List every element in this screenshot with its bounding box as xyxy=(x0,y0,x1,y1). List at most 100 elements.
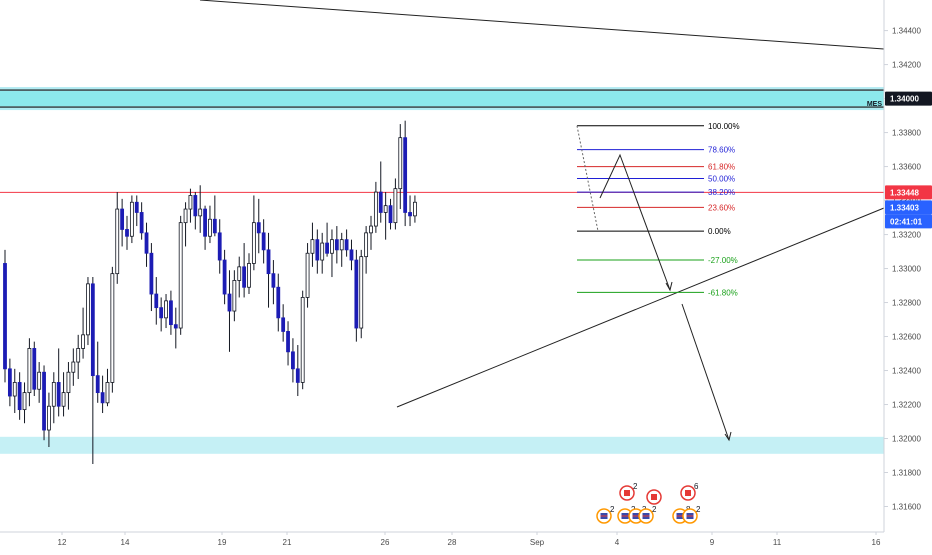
resistance-price-badge xyxy=(885,91,932,106)
candle-body xyxy=(413,201,417,217)
time-tick-label: Sep xyxy=(530,538,545,547)
candle-body xyxy=(115,208,120,275)
price-tick-label: 1.34200 xyxy=(892,61,921,70)
us-event-icon: 2 xyxy=(682,505,701,524)
candle-body xyxy=(276,286,281,319)
candle-body xyxy=(183,208,188,224)
candle-body xyxy=(378,191,383,213)
time-tick-label: 21 xyxy=(283,538,292,547)
candle-body xyxy=(173,324,178,329)
candle-body xyxy=(256,222,261,234)
current-price-badge xyxy=(885,185,932,200)
candle-body xyxy=(193,195,198,217)
candle-body xyxy=(47,405,51,431)
fib-trend-line xyxy=(576,125,599,232)
event-count: 2 xyxy=(652,505,657,514)
candle-body xyxy=(37,371,42,390)
us-event-icon: 2 xyxy=(596,505,615,524)
candle-body xyxy=(393,188,398,224)
candle-body xyxy=(232,280,237,312)
candle-body xyxy=(12,382,17,397)
fib-level-label: -27.00% xyxy=(708,256,738,265)
price-tick-label: 1.33200 xyxy=(892,231,921,240)
upper-trendline xyxy=(199,0,885,50)
time-tick-label: 11 xyxy=(773,538,782,547)
price-tick-label: 1.33800 xyxy=(892,129,921,138)
candle-body xyxy=(334,239,339,251)
resistance-price-badge-label: 1.34000 xyxy=(890,95,919,104)
candle-body xyxy=(125,229,129,237)
candle-body xyxy=(227,293,232,312)
time-tick-label: 14 xyxy=(121,538,130,547)
projection-arrowhead-1 xyxy=(665,281,673,292)
current-price-badge-label: 1.33448 xyxy=(890,188,919,197)
candle-body xyxy=(281,317,286,332)
resistance-tag: MES xyxy=(867,101,883,108)
candle-body xyxy=(66,371,71,394)
price-tick-label: 1.33000 xyxy=(892,265,921,274)
candle-body xyxy=(242,266,247,288)
candle-body xyxy=(339,239,344,251)
candle-body xyxy=(154,293,159,309)
candle-body xyxy=(251,222,256,264)
candle-body xyxy=(17,382,22,411)
countdown-badge-label: 02:41:01 xyxy=(890,217,923,226)
price-tick-label: 1.32800 xyxy=(892,299,921,308)
candle-body xyxy=(81,334,85,349)
candle-body xyxy=(286,331,290,353)
projection-path-2 xyxy=(681,303,730,441)
candle-body xyxy=(76,348,81,363)
candle-body xyxy=(373,191,378,227)
time-tick-label: 28 xyxy=(448,538,457,547)
price-tick-label: 1.31600 xyxy=(892,503,921,512)
canada-flag xyxy=(651,494,657,500)
candle-body xyxy=(120,208,125,230)
candle-body xyxy=(178,222,183,329)
last-price-badge xyxy=(885,200,932,215)
time-tick-label: 4 xyxy=(615,538,620,547)
time-tick-label: 16 xyxy=(872,538,881,547)
candle-body xyxy=(61,392,66,407)
candle-body xyxy=(320,242,325,261)
candle-body xyxy=(3,263,7,370)
price-tick-label: 1.31800 xyxy=(892,469,921,478)
time-tick-label: 19 xyxy=(218,538,227,547)
canada-flag xyxy=(685,490,691,496)
fib-level-label: 0.00% xyxy=(708,227,731,236)
candle-body xyxy=(217,232,222,261)
fib-level-label: 38.20% xyxy=(708,188,735,197)
price-tick-label: 1.32400 xyxy=(892,367,921,376)
candle-body xyxy=(139,212,144,234)
candle-body xyxy=(315,239,320,261)
event-count: 2 xyxy=(633,482,638,491)
candle-body xyxy=(398,137,403,190)
candle-body xyxy=(261,232,266,251)
candle-body xyxy=(71,361,76,373)
us-event-icon: 2 xyxy=(638,505,657,524)
candle-body xyxy=(198,208,203,217)
candle-body xyxy=(388,205,393,224)
candle-body xyxy=(95,375,100,394)
candle-body xyxy=(364,232,369,258)
candle-body xyxy=(22,392,27,411)
candle-body xyxy=(208,218,212,237)
candle-body xyxy=(129,201,134,237)
candle-body xyxy=(56,382,61,407)
candle-body xyxy=(86,283,90,336)
candle-body xyxy=(354,259,359,329)
candle-body xyxy=(100,392,105,404)
projection-path xyxy=(599,153,671,291)
candle-body xyxy=(330,239,334,254)
fib-level-label: 100.00% xyxy=(708,122,740,131)
canada-event-icon: 6 xyxy=(680,482,699,501)
fib-level-label: 61.80% xyxy=(708,163,735,172)
candle-body xyxy=(344,239,349,251)
candle-body xyxy=(310,239,315,254)
price-tick-label: 1.34400 xyxy=(892,27,921,36)
time-tick-label: 26 xyxy=(381,538,390,547)
candle-body xyxy=(149,252,154,295)
candle-body xyxy=(359,256,364,329)
candle-body xyxy=(27,348,32,394)
